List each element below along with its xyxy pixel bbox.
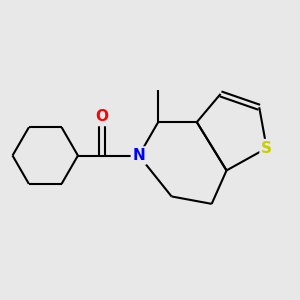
Text: S: S [261, 141, 272, 156]
Text: N: N [133, 148, 145, 163]
Text: O: O [95, 110, 108, 124]
